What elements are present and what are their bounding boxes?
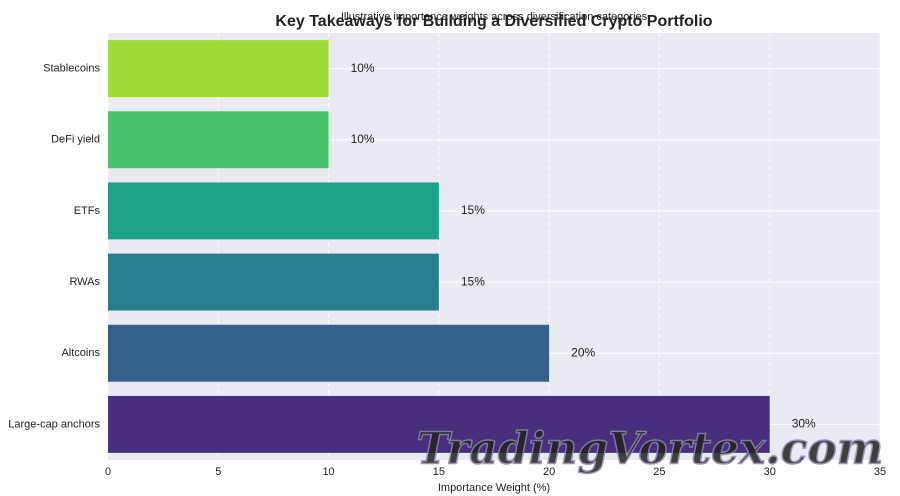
bar <box>108 40 329 98</box>
watermark: TradingVortex.com <box>417 424 884 475</box>
x-tick-label: 25 <box>653 466 665 478</box>
x-tick-label: 20 <box>543 466 555 478</box>
y-tick-label: Stablecoins <box>43 62 100 74</box>
y-tick-label: Large-cap anchors <box>8 418 100 430</box>
x-tick-label: 0 <box>105 466 111 478</box>
value-label: 15% <box>461 274 485 288</box>
y-tick-label: DeFi yield <box>51 134 100 146</box>
bars: 30% 20% 15% 15% 10% 10% <box>108 40 816 453</box>
y-tick-label: Altcoins <box>61 347 100 359</box>
value-label: 30% <box>792 417 816 431</box>
bar <box>108 324 550 382</box>
value-label: 10% <box>351 61 375 75</box>
plot-area <box>108 33 880 460</box>
bar <box>108 253 439 311</box>
value-label: 10% <box>351 132 375 146</box>
chart-title: Key Takeaways for Building a Diversified… <box>275 13 712 30</box>
x-tick-label: 5 <box>215 466 221 478</box>
bar <box>108 111 329 169</box>
x-tick-label: 15 <box>433 466 445 478</box>
x-tick-label: 30 <box>764 466 776 478</box>
value-label: 20% <box>571 345 595 359</box>
bar <box>108 182 439 240</box>
x-axis-label: Importance Weight (%) <box>438 482 550 494</box>
bar <box>108 395 770 453</box>
value-label: 15% <box>461 203 485 217</box>
chart-subtitle: Illustrative importance weights across d… <box>341 11 648 23</box>
y-tick-label: ETFs <box>74 205 101 217</box>
y-tick-label: RWAs <box>69 276 100 288</box>
x-tick-label: 10 <box>322 466 334 478</box>
x-tick-label: 35 <box>874 466 886 478</box>
